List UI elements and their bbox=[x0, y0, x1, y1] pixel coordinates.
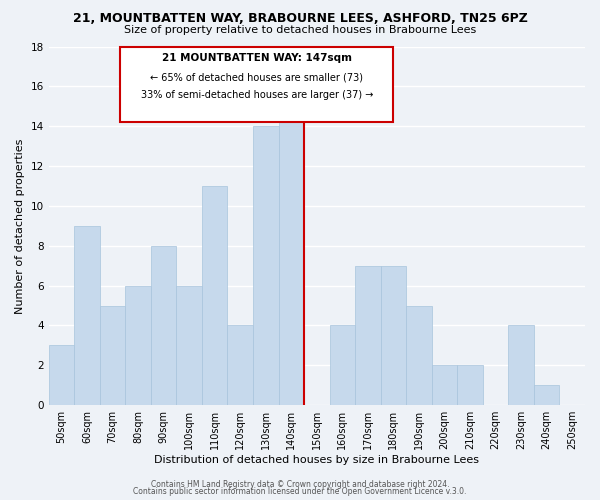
Bar bbox=[457, 366, 483, 405]
X-axis label: Distribution of detached houses by size in Brabourne Lees: Distribution of detached houses by size … bbox=[154, 455, 479, 465]
Bar bbox=[100, 306, 125, 405]
Bar bbox=[329, 326, 355, 405]
Bar bbox=[406, 306, 432, 405]
Text: 21 MOUNTBATTEN WAY: 147sqm: 21 MOUNTBATTEN WAY: 147sqm bbox=[162, 54, 352, 64]
Bar bbox=[355, 266, 380, 405]
Text: Contains public sector information licensed under the Open Government Licence v.: Contains public sector information licen… bbox=[133, 487, 467, 496]
Text: 21, MOUNTBATTEN WAY, BRABOURNE LEES, ASHFORD, TN25 6PZ: 21, MOUNTBATTEN WAY, BRABOURNE LEES, ASH… bbox=[73, 12, 527, 26]
Bar bbox=[125, 286, 151, 405]
Text: Size of property relative to detached houses in Brabourne Lees: Size of property relative to detached ho… bbox=[124, 25, 476, 35]
Text: Contains HM Land Registry data © Crown copyright and database right 2024.: Contains HM Land Registry data © Crown c… bbox=[151, 480, 449, 489]
Bar bbox=[534, 386, 559, 405]
Bar bbox=[253, 126, 278, 405]
Bar bbox=[202, 186, 227, 405]
Bar bbox=[74, 226, 100, 405]
Bar bbox=[151, 246, 176, 405]
Bar bbox=[49, 346, 74, 405]
Bar bbox=[508, 326, 534, 405]
Bar bbox=[380, 266, 406, 405]
Text: 33% of semi-detached houses are larger (37) →: 33% of semi-detached houses are larger (… bbox=[140, 90, 373, 101]
Bar bbox=[278, 106, 304, 405]
Bar bbox=[176, 286, 202, 405]
Bar bbox=[432, 366, 457, 405]
Y-axis label: Number of detached properties: Number of detached properties bbox=[15, 138, 25, 314]
FancyBboxPatch shape bbox=[120, 46, 394, 122]
Bar bbox=[227, 326, 253, 405]
Text: ← 65% of detached houses are smaller (73): ← 65% of detached houses are smaller (73… bbox=[151, 72, 364, 83]
